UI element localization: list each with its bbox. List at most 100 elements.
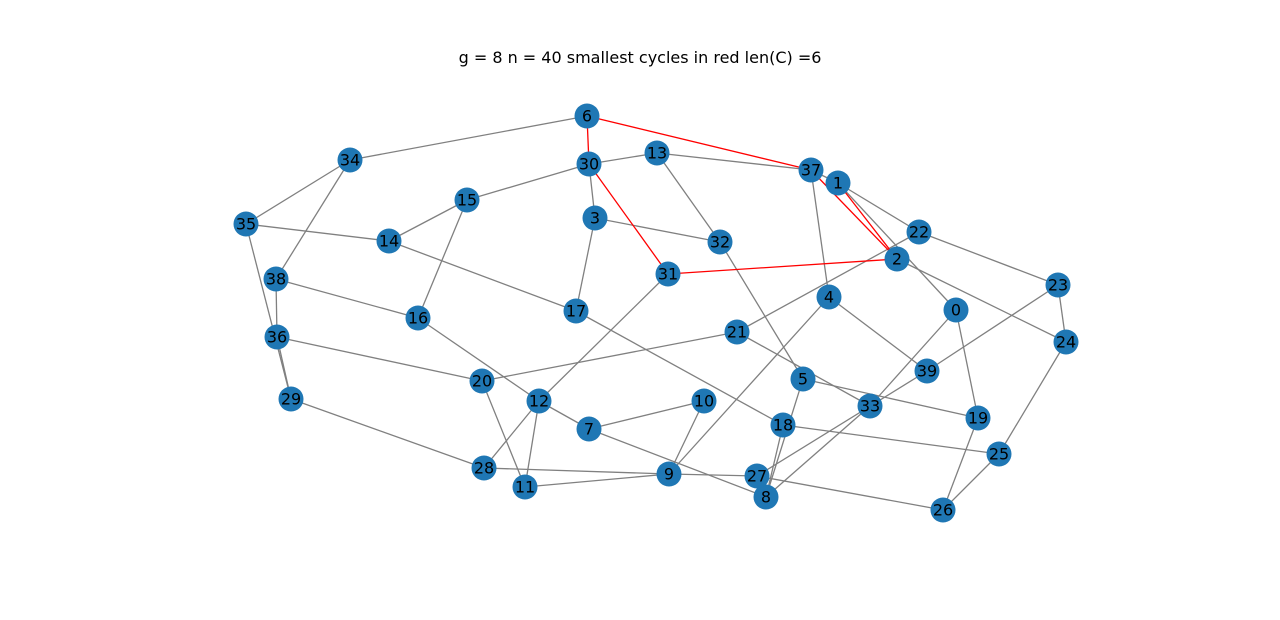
cycle-edge-31-30	[588, 163, 669, 275]
edge-34-38	[275, 159, 351, 280]
cycle-edge-6-37	[586, 115, 812, 171]
node-4: 4	[816, 284, 842, 310]
node-30: 30	[576, 151, 602, 177]
edge-7-8	[588, 428, 767, 498]
node-16: 16	[405, 305, 431, 331]
node-label-19: 19	[968, 409, 988, 428]
node-circle-4	[816, 284, 842, 310]
edge-18-25	[782, 424, 1000, 455]
node-label-2: 2	[892, 250, 902, 269]
edge-15-30	[466, 163, 590, 201]
node-13: 13	[644, 140, 670, 166]
node-label-16: 16	[408, 309, 428, 328]
node-32: 32	[707, 229, 733, 255]
node-circle-10	[691, 388, 717, 414]
edge-28-12	[483, 400, 540, 469]
node-label-26: 26	[933, 501, 953, 520]
edge-27-26	[756, 475, 944, 511]
node-label-9: 9	[664, 465, 674, 484]
edge-3-32	[594, 217, 721, 243]
node-label-34: 34	[340, 151, 360, 170]
node-33: 33	[857, 393, 883, 419]
edge-0-33	[869, 309, 957, 407]
edge-14-17	[388, 240, 577, 312]
node-label-33: 33	[860, 397, 880, 416]
edge-5-8	[765, 378, 804, 498]
edge-9-27	[668, 473, 758, 477]
edge-28-9	[483, 467, 670, 475]
node-7: 7	[576, 416, 602, 442]
node-label-31: 31	[658, 265, 678, 284]
edge-22-21	[736, 231, 920, 333]
node-circle-5	[790, 366, 816, 392]
node-circle-18	[770, 412, 796, 438]
node-label-13: 13	[647, 144, 667, 163]
node-22: 22	[906, 219, 932, 245]
node-circle-23	[1045, 272, 1071, 298]
node-circle-11	[512, 474, 538, 500]
node-8: 8	[753, 484, 779, 510]
node-label-15: 15	[457, 191, 477, 210]
node-label-37: 37	[801, 161, 821, 180]
node-label-35: 35	[236, 215, 256, 234]
node-label-32: 32	[710, 233, 730, 252]
edge-19-26	[942, 417, 979, 511]
node-label-0: 0	[951, 301, 961, 320]
edge-13-37	[656, 152, 812, 171]
node-label-29: 29	[281, 390, 301, 409]
node-circle-2	[884, 246, 910, 272]
node-circle-27	[744, 463, 770, 489]
node-circle-28	[471, 455, 497, 481]
edge-4-9	[668, 296, 830, 475]
node-circle-25	[986, 441, 1012, 467]
node-24: 24	[1053, 329, 1079, 355]
edge-3-17	[575, 217, 596, 312]
edge-10-7	[588, 400, 705, 430]
edge-22-23	[918, 231, 1059, 286]
node-label-22: 22	[909, 223, 929, 242]
node-label-30: 30	[579, 155, 599, 174]
node-12: 12	[526, 388, 552, 414]
edge-14-15	[388, 199, 468, 242]
node-label-25: 25	[989, 445, 1009, 464]
node-circle-32	[707, 229, 733, 255]
edge-24-25	[998, 341, 1067, 455]
node-label-36: 36	[267, 328, 287, 347]
edge-0-19	[955, 309, 979, 419]
node-11: 11	[512, 474, 538, 500]
edge-36-20	[276, 336, 483, 382]
node-label-5: 5	[798, 370, 808, 389]
edge-4-39	[828, 296, 928, 372]
node-label-38: 38	[266, 270, 286, 289]
edge-35-14	[245, 223, 390, 242]
node-39: 39	[914, 358, 940, 384]
edge-12-11	[524, 400, 540, 488]
node-18: 18	[770, 412, 796, 438]
edge-31-12	[538, 273, 669, 402]
node-label-3: 3	[590, 209, 600, 228]
cycle-edge-37-2	[810, 169, 898, 260]
node-circle-16	[405, 305, 431, 331]
node-label-14: 14	[379, 232, 399, 251]
node-circle-15	[454, 187, 480, 213]
node-label-23: 23	[1048, 276, 1068, 295]
node-6: 6	[574, 103, 600, 129]
node-label-17: 17	[566, 302, 586, 321]
node-circle-9	[656, 461, 682, 487]
node-label-20: 20	[472, 372, 492, 391]
node-34: 34	[337, 147, 363, 173]
edge-38-16	[275, 278, 419, 319]
edge-15-16	[417, 199, 468, 319]
edge-16-12	[417, 317, 540, 402]
figure-title: g = 8 n = 40 smallest cycles in red len(…	[458, 48, 822, 67]
node-circle-24	[1053, 329, 1079, 355]
cycle-edge-1-2	[837, 182, 898, 260]
node-35: 35	[233, 211, 259, 237]
edges-layer	[245, 115, 1067, 511]
node-label-28: 28	[474, 459, 494, 478]
node-label-12: 12	[529, 392, 549, 411]
edge-1-22	[837, 182, 920, 233]
node-label-6: 6	[582, 107, 592, 126]
node-20: 20	[469, 368, 495, 394]
